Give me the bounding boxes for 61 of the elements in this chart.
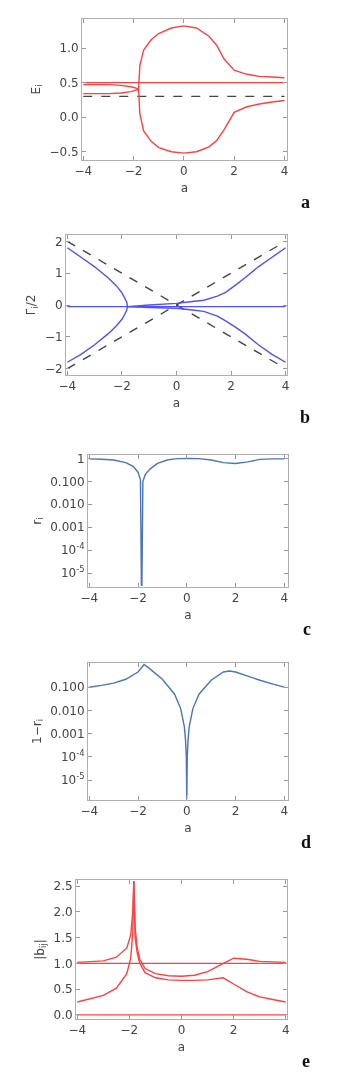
- x-tick-label: −2: [129, 804, 147, 819]
- y-tick-label: 10$^{-4}$: [60, 541, 85, 558]
- y-tick-label: 2.0: [53, 905, 73, 920]
- y-tick-label: 0.010: [50, 497, 85, 512]
- y-tick-label: 0.001: [50, 726, 85, 741]
- y-tick-label: 0.001: [50, 520, 85, 535]
- y-tick-label: 1.5: [53, 930, 73, 945]
- y-tick-label: 1: [76, 451, 85, 466]
- x-tick-label: −4: [80, 804, 99, 819]
- x-tick-label: −4: [68, 1023, 87, 1038]
- x-tick-label: 4: [281, 1023, 290, 1038]
- y-tick-label: 0.5: [53, 982, 73, 997]
- text: d: [301, 832, 312, 852]
- y-tick-label: 0.100: [50, 474, 85, 489]
- x-tick-label: 2: [230, 164, 238, 179]
- x-tick-label: 2: [227, 379, 235, 394]
- y-tick-label: −0.5: [49, 144, 79, 159]
- y-tick-label: 0: [54, 298, 63, 313]
- y-tick-label: 1.0: [59, 41, 79, 56]
- y-tick-label: 0.0: [53, 1008, 73, 1023]
- x-tick-label: −2: [124, 164, 143, 179]
- x-tick-label: 2: [231, 804, 240, 819]
- x-axis-title: a: [172, 396, 181, 411]
- y-tick-label: 2.5: [53, 879, 73, 894]
- y-tick-label: −1: [44, 330, 63, 345]
- y-tick-label: 10$^{-5}$: [60, 564, 85, 581]
- x-tick-label: 0: [182, 591, 191, 606]
- x-tick-label: −4: [58, 379, 77, 394]
- x-tick-label: 2: [229, 1023, 238, 1038]
- y-tick-label: 0.0: [59, 110, 79, 125]
- y-tick-label: 1.0: [53, 956, 73, 971]
- x-tick-label: 0: [180, 164, 188, 179]
- x-tick-label: −4: [80, 591, 99, 606]
- x-tick-label: 4: [281, 379, 290, 394]
- x-tick-label: −2: [113, 379, 131, 394]
- y-tick-label: 0.010: [50, 703, 85, 718]
- x-tick-label: 0: [172, 379, 181, 394]
- y-tick-label: 0.100: [50, 680, 85, 695]
- x-tick-label: 4: [280, 591, 289, 606]
- text: b: [300, 407, 311, 427]
- text: a: [301, 192, 310, 212]
- y-tick-label: 0.5: [59, 75, 79, 90]
- x-tick-label: 2: [231, 591, 240, 606]
- x-tick-label: −2: [120, 1023, 139, 1038]
- x-tick-label: −2: [129, 591, 147, 606]
- text: e: [302, 1051, 310, 1071]
- x-tick-label: 4: [280, 804, 289, 819]
- y-tick-label: −2: [44, 361, 63, 376]
- x-tick-label: 4: [280, 164, 289, 179]
- x-axis-title: a: [180, 181, 189, 196]
- x-axis-title: a: [184, 821, 192, 836]
- x-tick-label: −4: [74, 164, 93, 179]
- text: c: [303, 619, 311, 639]
- y-tick-label: 10$^{-4}$: [60, 748, 85, 765]
- x-axis-title: a: [177, 1040, 186, 1055]
- x-tick-label: 0: [177, 1023, 186, 1038]
- x-tick-label: 0: [182, 804, 191, 819]
- y-tick-label: 2: [54, 234, 63, 249]
- x-axis-title: a: [184, 608, 192, 623]
- y-tick-label: 10$^{-5}$: [60, 771, 85, 788]
- y-tick-label: 1: [54, 266, 63, 281]
